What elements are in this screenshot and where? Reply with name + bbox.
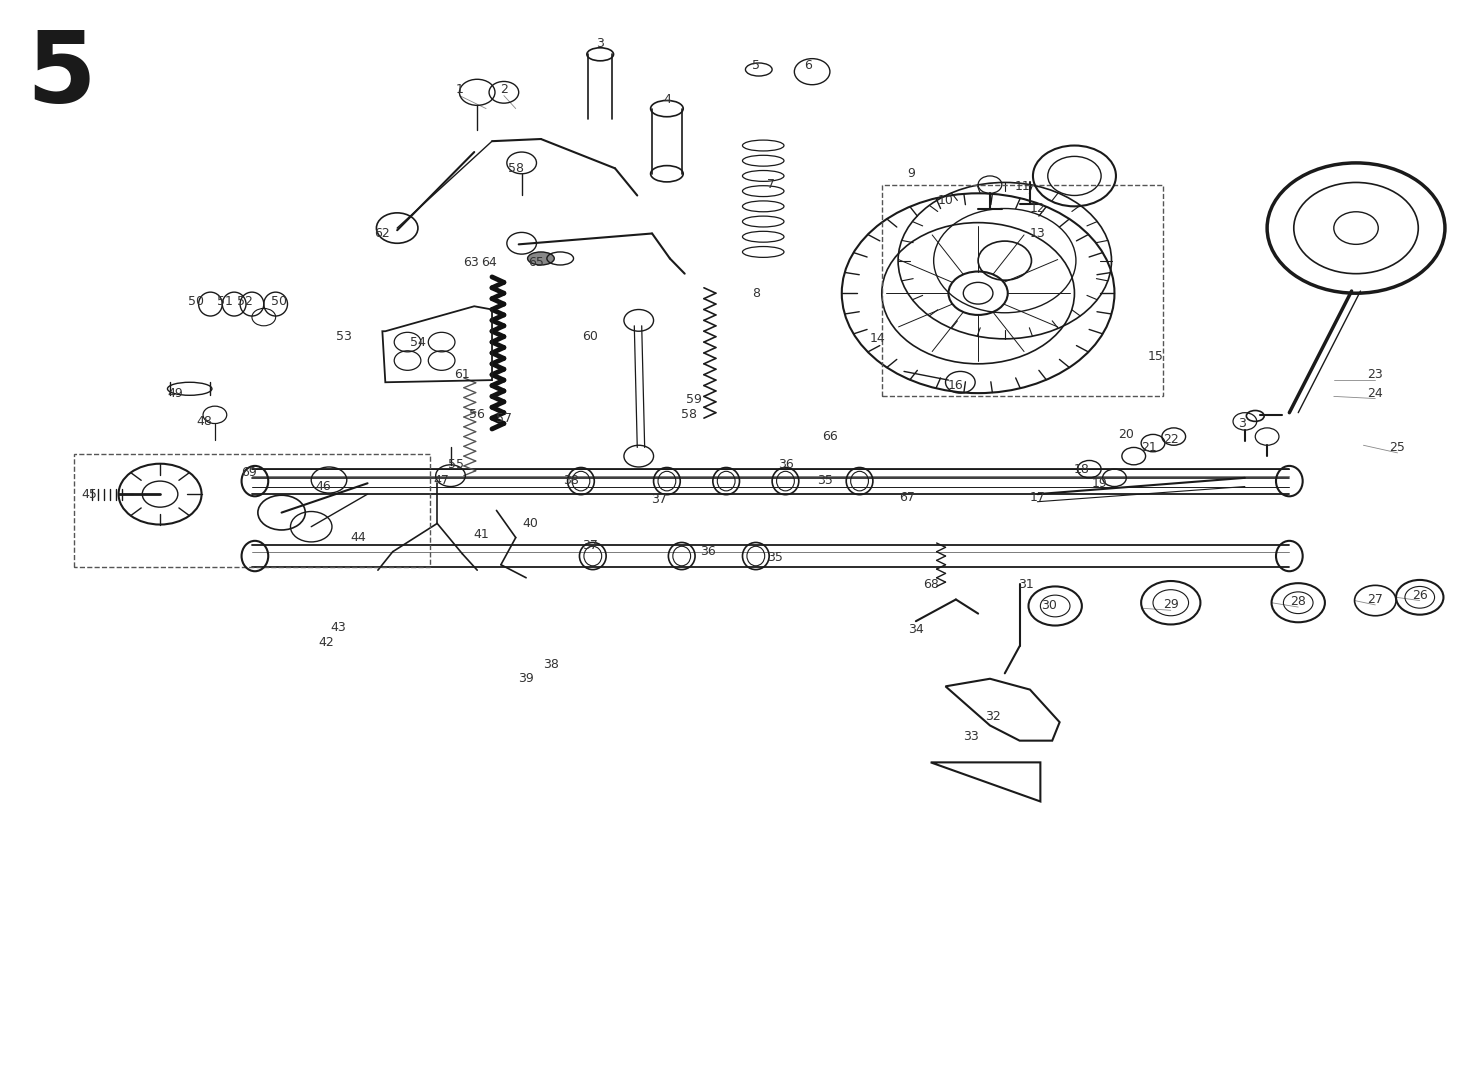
Text: 11: 11 [1015, 180, 1030, 193]
Text: 19: 19 [1092, 477, 1107, 490]
Text: 17: 17 [1030, 491, 1045, 504]
Text: 4: 4 [662, 93, 671, 106]
Text: 13: 13 [1030, 227, 1045, 240]
Text: 40: 40 [523, 517, 538, 530]
Text: 67: 67 [900, 491, 914, 504]
Text: 30: 30 [1042, 599, 1057, 613]
Text: 26: 26 [1412, 589, 1427, 602]
Text: 25: 25 [1390, 441, 1405, 454]
Text: 66: 66 [823, 430, 837, 443]
Text: 39: 39 [519, 672, 534, 685]
Text: 29: 29 [1163, 598, 1178, 611]
Text: 5: 5 [27, 27, 96, 124]
Text: 22: 22 [1163, 433, 1178, 446]
Text: 3: 3 [1237, 417, 1246, 430]
Text: 27: 27 [1368, 593, 1383, 606]
Text: 7: 7 [766, 178, 775, 191]
Text: 8: 8 [751, 287, 760, 300]
Text: 68: 68 [923, 578, 938, 591]
Text: 23: 23 [1368, 368, 1383, 381]
Text: 69: 69 [242, 466, 256, 479]
Text: 20: 20 [1119, 428, 1134, 441]
Text: 33: 33 [963, 730, 978, 743]
Text: 64: 64 [482, 256, 496, 269]
Text: 60: 60 [582, 330, 597, 343]
Text: 48: 48 [197, 415, 212, 428]
Text: 10: 10 [938, 194, 953, 207]
Text: 50: 50 [188, 295, 203, 308]
Text: 31: 31 [1018, 578, 1033, 591]
Text: 5: 5 [751, 59, 760, 72]
Text: 61: 61 [455, 368, 470, 381]
Text: 15: 15 [1149, 350, 1163, 363]
Text: 1: 1 [455, 83, 464, 96]
Text: 49: 49 [167, 387, 182, 400]
Text: 37: 37 [582, 539, 597, 552]
Text: 43: 43 [330, 621, 345, 634]
Text: 38: 38 [544, 658, 559, 671]
Ellipse shape [528, 252, 554, 265]
Text: 32: 32 [986, 710, 1000, 723]
Text: 36: 36 [778, 458, 793, 471]
Text: 38: 38 [563, 473, 578, 487]
Text: 36: 36 [701, 545, 716, 558]
Text: 21: 21 [1141, 441, 1156, 454]
Text: 6: 6 [803, 59, 812, 72]
Text: 37: 37 [652, 493, 667, 506]
Text: 50: 50 [271, 295, 286, 308]
Text: 55: 55 [449, 458, 464, 471]
Text: 35: 35 [818, 473, 833, 487]
Text: 16: 16 [948, 379, 963, 392]
Text: 24: 24 [1368, 387, 1383, 400]
Text: 58: 58 [508, 162, 523, 175]
Text: 58: 58 [682, 408, 697, 421]
Text: 53: 53 [336, 330, 351, 343]
Text: 9: 9 [907, 167, 916, 180]
Text: 45: 45 [82, 488, 96, 501]
Text: 44: 44 [351, 531, 366, 544]
Text: 46: 46 [316, 480, 330, 493]
Text: 28: 28 [1291, 595, 1306, 608]
Text: 18: 18 [1074, 463, 1089, 476]
Text: 2: 2 [499, 83, 508, 96]
Text: 34: 34 [908, 623, 923, 636]
Text: 12: 12 [1030, 202, 1045, 215]
Text: 47: 47 [434, 473, 449, 487]
Text: 41: 41 [474, 528, 489, 541]
Text: 63: 63 [464, 256, 479, 269]
Text: 62: 62 [375, 227, 390, 240]
Text: 54: 54 [411, 336, 425, 349]
Text: 42: 42 [319, 636, 333, 649]
Text: 56: 56 [470, 408, 485, 421]
Text: 3: 3 [596, 37, 605, 50]
Text: 35: 35 [768, 551, 782, 564]
Text: 52: 52 [237, 295, 252, 308]
Text: 51: 51 [218, 295, 233, 308]
Text: 57: 57 [496, 412, 511, 425]
Text: 14: 14 [870, 332, 885, 345]
Text: 65: 65 [529, 256, 544, 269]
Bar [882, 185, 1163, 396]
Text: 59: 59 [686, 393, 701, 406]
